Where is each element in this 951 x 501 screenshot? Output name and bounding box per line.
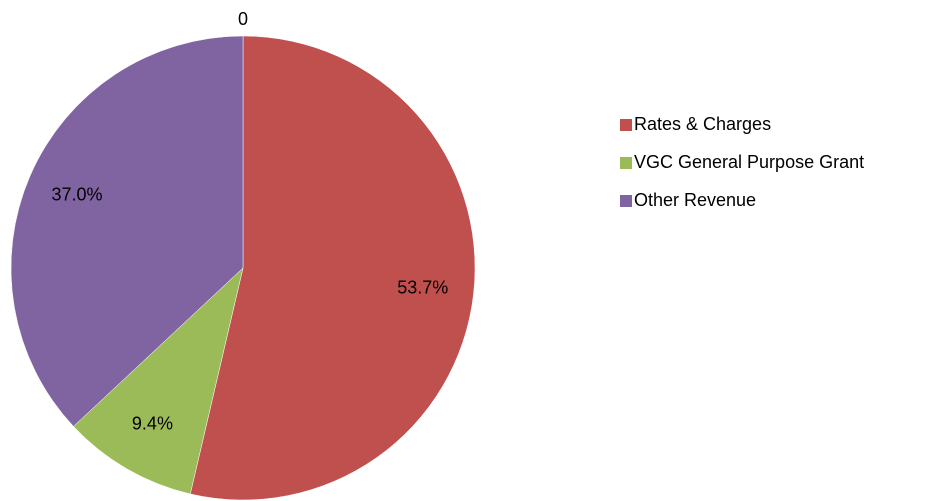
data-label: 9.4% (132, 413, 173, 433)
legend-swatch (620, 157, 632, 169)
data-label: 53.7% (397, 277, 448, 297)
legend-label: Other Revenue (634, 190, 756, 210)
pie-slice (73, 267, 244, 495)
legend-swatch (620, 119, 632, 131)
legend-label: Rates & Charges (634, 114, 771, 134)
pie-slice (10, 35, 244, 427)
legend-label: VGC General Purpose Grant (634, 152, 864, 172)
pie-slice (190, 35, 476, 501)
chart-title: 0 (238, 9, 248, 29)
data-label: 37.0% (51, 185, 102, 205)
legend-swatch (620, 195, 632, 207)
